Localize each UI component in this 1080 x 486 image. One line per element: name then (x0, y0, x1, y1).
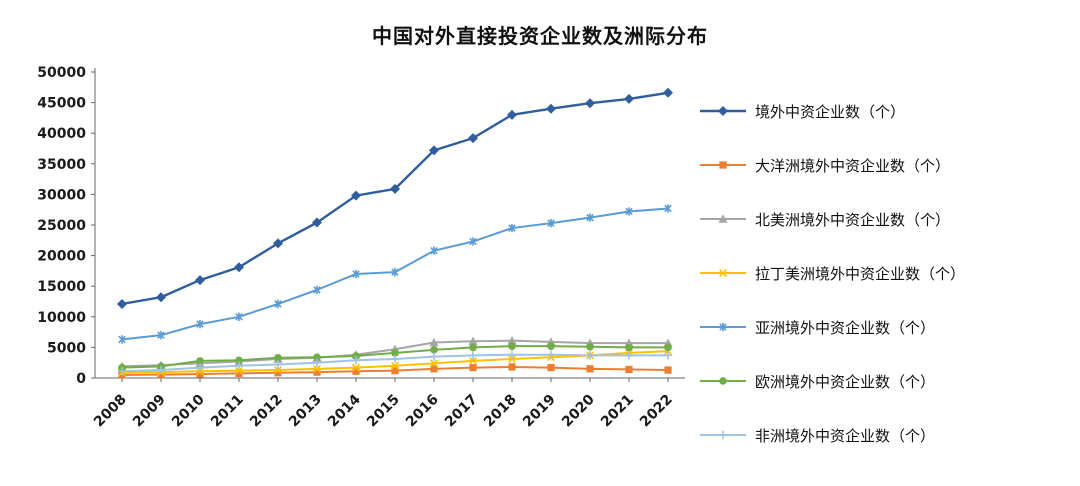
legend-label: 非洲境外中资企业数（个） (755, 426, 936, 445)
x-tick-label: 2009 (130, 392, 169, 431)
legend: 境外中资企业数（个） 大洋洲境外中资企业数（个） 北美洲境外中资企业数（个） 拉丁美洲… (700, 84, 1072, 462)
y-tick-label: 0 (76, 371, 86, 387)
legend-asterisk-icon (700, 322, 746, 332)
legend-square-icon (700, 161, 746, 169)
x-tick-label: 2016 (403, 392, 442, 431)
y-tick-label: 30000 (37, 187, 86, 203)
legend-diamond-icon (700, 106, 746, 116)
series-diamond (117, 87, 673, 309)
x-tick-label: 2011 (208, 392, 247, 431)
x-tick-label: 2018 (481, 392, 520, 431)
series-asterisk (118, 204, 672, 344)
x-tick-label: 2022 (637, 392, 676, 431)
legend-label: 亚洲境外中资企业数（个） (755, 318, 936, 337)
x-tick-label: 2015 (364, 392, 403, 431)
x-tick-label: 2014 (325, 391, 364, 430)
legend-circle-icon (700, 377, 746, 385)
x-tick-label: 2017 (442, 392, 481, 431)
y-tick-label: 25000 (37, 218, 86, 234)
legend-plus-icon (700, 430, 746, 440)
x-tick-label: 2020 (559, 391, 598, 430)
x-tick-label: 2012 (247, 392, 286, 431)
x-tick-label: 2021 (598, 392, 637, 431)
legend-item: 北美洲境外中资企业数（个） (700, 192, 1072, 246)
legend-item: 拉丁美洲境外中资企业数（个） (700, 246, 1072, 300)
legend-item: 非洲境外中资企业数（个） (700, 408, 1072, 462)
legend-item: 大洋洲境外中资企业数（个） (700, 138, 1072, 192)
y-tick-label: 45000 (37, 96, 86, 112)
x-tick-label: 2013 (286, 392, 325, 431)
legend-label: 北美洲境外中资企业数（个） (755, 210, 951, 229)
legend-item: 亚洲境外中资企业数（个） (700, 300, 1072, 354)
y-tick-label: 20000 (37, 249, 86, 265)
y-tick-label: 40000 (37, 126, 86, 142)
series-circle (118, 342, 672, 372)
y-tick-label: 5000 (47, 340, 86, 356)
x-tick-label: 2010 (169, 391, 208, 430)
y-tick-label: 35000 (37, 157, 86, 173)
y-tick-label: 50000 (37, 65, 86, 81)
x-tick-label: 2019 (520, 392, 559, 431)
legend-label: 欧洲境外中资企业数（个） (755, 372, 936, 391)
y-tick-label: 15000 (37, 279, 86, 295)
legend-item: 境外中资企业数（个） (700, 84, 1072, 138)
x-tick-label: 2008 (91, 392, 130, 431)
legend-triangle-icon (700, 214, 746, 223)
legend-label: 大洋洲境外中资企业数（个） (755, 156, 951, 175)
series-plus (117, 350, 673, 376)
chart-title: 中国对外直接投资企业数及洲际分布 (372, 24, 708, 48)
legend-label: 拉丁美洲境外中资企业数（个） (755, 264, 966, 283)
y-tick-label: 10000 (37, 310, 86, 326)
legend-x-icon (700, 269, 746, 277)
legend-item: 欧洲境外中资企业数（个） (700, 354, 1072, 408)
legend-label: 境外中资企业数（个） (755, 102, 906, 121)
